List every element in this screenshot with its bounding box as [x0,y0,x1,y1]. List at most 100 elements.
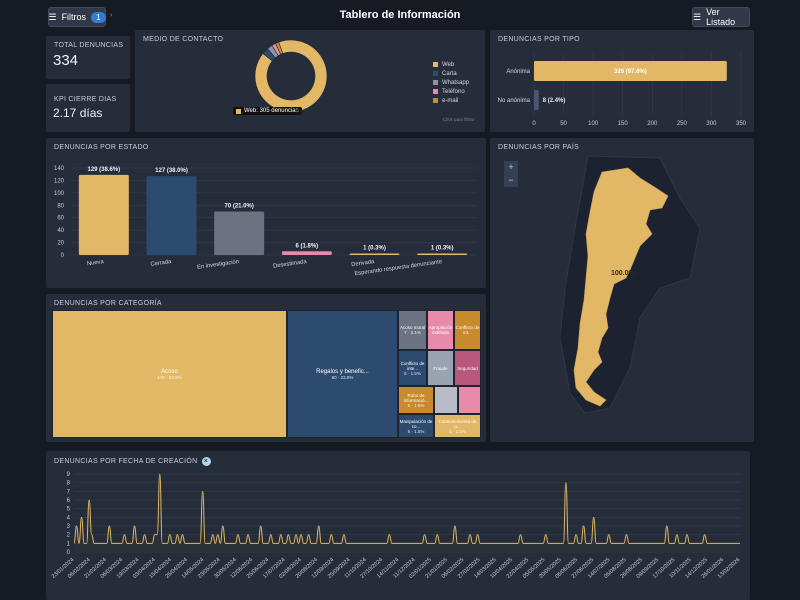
categoria-title: DENUNCIAS POR CATEGORÍA [54,300,162,307]
tipo-category-label: Anónima [506,69,530,75]
contact-legend: Web Carta Whatsapp Teléfono e-mail [433,60,469,105]
legend-item[interactable]: e-mail [433,96,469,105]
legend-swatch [433,98,438,103]
menu-icon: ☰ [48,11,57,22]
treemap-cell-acoso-moral[interactable]: Acoso moral 7 · 2.1% [398,310,427,350]
kpi-total-value: 334 [53,52,79,69]
treemap-label: Apropiación indebida [428,325,453,335]
treemap-cell-consumo[interactable]: Consumo/venta de p... 5 · 1.5% [434,414,481,438]
treemap-cell-fraude[interactable]: Fraude [427,350,454,386]
fecha-tick-label: 1 [67,541,71,547]
treemap-label: Fraude [433,365,448,371]
treemap-cell-small-a[interactable] [434,386,458,414]
treemap-sub: 5 · 1.5% [404,370,421,376]
filters-count-badge: 1 [91,11,106,23]
categoria-panel: DENUNCIAS POR CATEGORÍA Acoso 170 · 50.9… [46,294,486,442]
legend-item[interactable]: Whatsapp [433,78,469,87]
estado-category-label: Derivada [351,259,376,268]
view-list-button[interactable]: ☰ Ver Listado [692,7,750,27]
tooltip-swatch [236,108,241,114]
estado-tick-label: 40 [57,228,64,234]
estado-tick-label: 100 [54,191,65,197]
tipo-tick-label: 200 [647,121,658,127]
legend-swatch [433,71,438,76]
fecha-title-text: DENUNCIAS POR FECHA DE CREACIÓN [54,458,198,465]
filters-button[interactable]: ☰ Filtros 1 [48,7,106,27]
treemap-label: Acoso [161,368,178,375]
fecha-tick-label: 9 [67,472,71,478]
estado-bar [78,174,129,255]
treemap-cell-conflicto-a[interactable]: Conflicto de int... [454,310,481,350]
tipo-tick-label: 150 [618,121,629,127]
legend-swatch [433,80,438,85]
treemap-cell-seguridad[interactable]: Seguridad [454,350,481,386]
tipo-bar [534,90,539,110]
fecha-area-chart[interactable]: 012345678923/01/202406/02/202421/02/2024… [46,451,750,600]
legend-item[interactable]: Teléfono [433,87,469,96]
legend-item[interactable]: Carta [433,69,469,78]
estado-title: DENUNCIAS POR ESTADO [54,144,149,151]
treemap-cell-conflicto-b[interactable]: Conflicto de inte... 5 · 1.5% [398,350,427,386]
argentina-map[interactable] [490,138,754,442]
treemap-label: Consumo/venta de p... [438,418,477,429]
filters-label: Filtros [61,12,87,22]
tipo-tick-label: 0 [532,121,536,127]
legend-label: Whatsapp [442,79,470,86]
kpi-cierre-label: KPI CIERRE DIAS [54,96,117,103]
contact-title: MEDIO DE CONTACTO [143,36,224,43]
legend-label: Teléfono [442,88,465,95]
treemap-label: Conflicto de inte... [400,360,425,371]
treemap-label: Acoso moral [399,325,425,330]
legend-item[interactable]: Web [433,60,469,69]
donut-slice-e-mail [275,41,284,55]
estado-bar [146,176,197,255]
fecha-tick-label: 8 [67,481,71,487]
legend-swatch [433,62,438,67]
fecha-tick-label: 0 [67,550,71,556]
legend-label: Web [442,61,455,68]
treemap-sub: 80 · 23.9% [331,374,354,380]
argentina-shape [573,167,669,407]
tipo-tick-label: 250 [677,121,688,127]
pais-title: DENUNCIAS POR PAÍS [498,144,580,151]
fecha-title: DENUNCIAS POR FECHA DE CREACIÓN × [54,457,211,466]
contact-panel: MEDIO DE CONTACTO Web: 305 denuncias 3% … [135,30,485,132]
fecha-tick-label: 5 [67,507,71,513]
treemap-cell-small-b[interactable] [458,386,481,414]
chevron-right-icon[interactable]: › [110,12,113,19]
estado-tick-label: 140 [54,166,65,172]
estado-data-label: 127 (38.0%) [155,168,188,174]
treemap-cell-apropiacion[interactable]: Apropiación indebida [427,310,454,350]
kpi-total-label: TOTAL DENUNCIAS [54,42,124,49]
treemap-cell-regalos[interactable]: Regalos y benefic... 80 · 23.9% [287,310,398,438]
page-title: Tablero de Información [339,9,461,21]
treemap-cell-acoso[interactable]: Acoso 170 · 50.9% [52,310,287,438]
estado-tick-label: 60 [57,216,64,222]
clear-filter-icon[interactable]: × [201,457,211,466]
estado-bar [214,211,265,255]
estado-category-label: En investigación [197,259,240,271]
tipo-tick-label: 50 [560,121,567,127]
treemap-sub: 5 · 1.5% [449,428,466,434]
treemap-sub: 7 · 2.1% [404,330,421,335]
estado-tick-label: 20 [57,241,64,247]
treemap-cell-manipulacion[interactable]: Manipulación de co... 5 · 1.5% [398,414,434,438]
kpi-cierre-card: KPI CIERRE DIAS 2.17 días [46,84,130,132]
estado-category-label: Desestimada [273,259,308,270]
treemap-sub: 170 · 50.9% [157,374,182,380]
estado-bar [417,253,468,255]
zoom-out-button[interactable]: − [504,174,518,187]
tipo-bar-chart[interactable]: 0 50 100 150 200 250 300 350 Anónima 326 (97.6%) N… [490,30,754,132]
estado-bar-chart[interactable]: 0 20 40 60 80 100 120 140 129 (38.6%) Nueva 127 (3… [46,138,486,288]
fecha-area [74,474,740,552]
fecha-tick-label: 2 [67,533,71,539]
treemap-sub: 5 · 1.5% [407,402,425,408]
fecha-line [73,473,740,544]
zoom-in-button[interactable]: + [504,161,518,174]
treemap-cell-robo[interactable]: Robo de informació... 5 · 1.5% [398,386,434,414]
estado-tick-label: 80 [57,203,64,209]
contact-donut-chart[interactable] [251,36,351,136]
legend-swatch [433,89,438,94]
treemap-label: Robo de informació... [403,392,429,403]
tipo-tick-label: 350 [736,121,747,127]
